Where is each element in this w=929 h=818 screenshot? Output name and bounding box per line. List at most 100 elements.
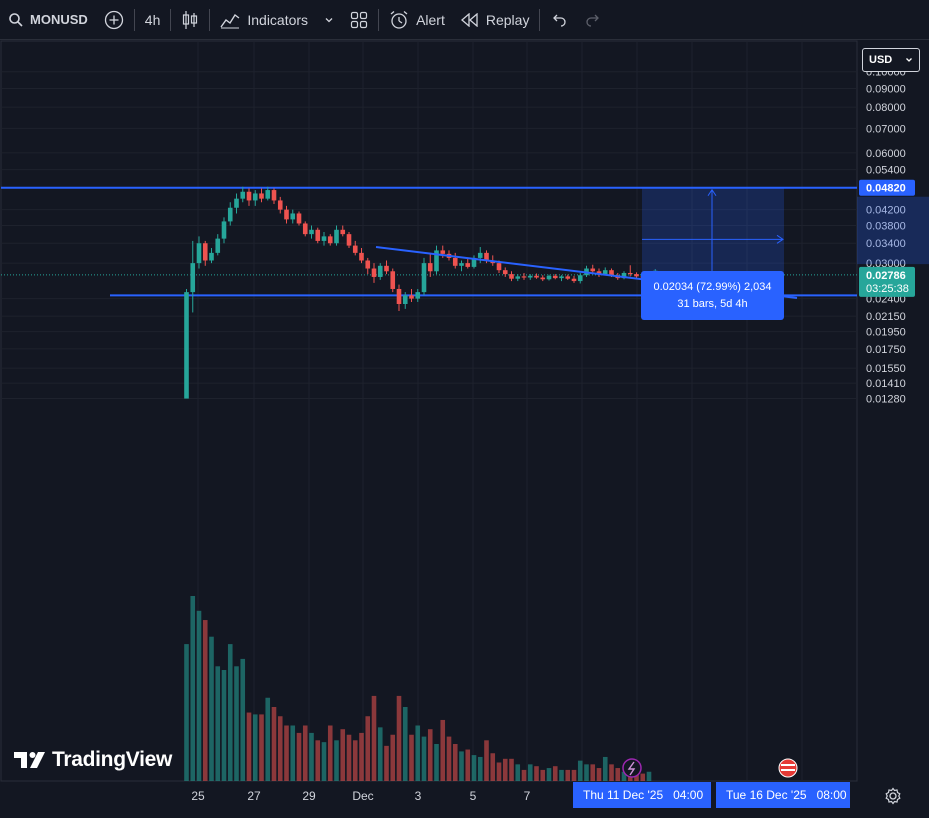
volume-bar xyxy=(327,725,333,781)
compare-symbol-button[interactable] xyxy=(96,0,132,40)
volume-bar xyxy=(452,744,458,781)
volume-bar xyxy=(302,725,308,781)
alert-button[interactable]: Alert xyxy=(381,0,453,40)
gear-icon[interactable] xyxy=(884,787,902,805)
volume-bar xyxy=(609,764,614,781)
volume-bar xyxy=(552,766,558,781)
candle-body xyxy=(515,276,521,279)
interval-button[interactable]: 4h xyxy=(137,0,169,40)
arrow-right-icon xyxy=(776,234,784,244)
volume-bar xyxy=(515,764,521,781)
volume-bar xyxy=(440,719,446,781)
volume-bar xyxy=(584,764,589,781)
candle-body xyxy=(484,252,489,261)
volume-bar xyxy=(184,644,189,781)
volume-bar xyxy=(359,732,364,781)
volume-bar xyxy=(471,755,477,781)
candle-body xyxy=(209,252,214,261)
candle-body xyxy=(334,229,339,244)
indicators-dropdown-button[interactable] xyxy=(316,0,342,40)
chart-type-button[interactable] xyxy=(173,0,207,40)
candle-body xyxy=(577,275,583,282)
candle-body xyxy=(459,263,464,266)
candle-body xyxy=(221,221,227,239)
candle-body xyxy=(184,292,189,399)
symbol-search-button[interactable]: MONUSD xyxy=(0,0,96,40)
candle-body xyxy=(240,191,246,199)
indicators-button[interactable]: Indicators xyxy=(212,0,316,40)
toolbar-divider xyxy=(378,8,380,31)
volume-bar xyxy=(577,760,583,781)
candle-body xyxy=(421,263,427,293)
volume-bar xyxy=(540,769,546,781)
volume-bar xyxy=(459,751,464,781)
candle-body xyxy=(521,276,527,278)
toolbar-divider xyxy=(539,8,541,31)
volume-bar xyxy=(277,716,283,781)
volume-bar xyxy=(590,764,596,781)
volume-bar xyxy=(296,732,302,781)
volume-bar xyxy=(465,749,471,781)
redo-button[interactable] xyxy=(576,0,610,40)
undo-icon xyxy=(553,14,567,27)
candle-body xyxy=(527,275,533,278)
interval-label: 4h xyxy=(144,11,161,28)
measure-tooltip: 0.02034 (72.99%) 2,034 31 bars, 5d 4h xyxy=(641,271,784,320)
price-chart[interactable]: 0.100000.090000.080000.070000.060000.054… xyxy=(0,40,929,818)
replay-label: Replay xyxy=(485,11,530,28)
time-tick-label: 3 xyxy=(415,789,422,803)
volume-bar xyxy=(534,766,539,781)
undo-button[interactable] xyxy=(542,0,576,40)
price-tick-label: 0.01410 xyxy=(866,378,906,390)
volume-bar xyxy=(196,610,202,781)
volume-bar xyxy=(340,729,346,781)
candle-body xyxy=(315,229,321,241)
candle-body xyxy=(590,268,596,272)
tradingview-logo-icon xyxy=(14,752,45,768)
candle-body xyxy=(346,234,352,246)
currency-selector[interactable]: USD xyxy=(862,48,920,72)
candle-body xyxy=(202,243,208,261)
volume-bar xyxy=(284,725,289,781)
indicators-icon xyxy=(220,13,240,28)
layouts-button[interactable] xyxy=(342,0,376,40)
volume-bar xyxy=(209,636,214,781)
candle-body xyxy=(496,263,502,271)
volume-bar xyxy=(409,734,414,781)
price-tick-label: 0.06000 xyxy=(866,148,906,160)
candle-body xyxy=(434,250,439,272)
volume-bar xyxy=(227,644,233,781)
replay-button[interactable]: Replay xyxy=(453,0,538,40)
volume-bar xyxy=(390,734,396,781)
volume-bar xyxy=(352,740,358,781)
volume-bar xyxy=(246,712,252,781)
candle-body xyxy=(227,207,233,222)
candle-body xyxy=(384,265,389,272)
last-price-badge xyxy=(859,266,915,297)
volume-bar xyxy=(365,716,371,781)
level-price-text: 0.04820 xyxy=(866,183,906,195)
candle-body xyxy=(365,260,371,269)
time-axis[interactable]: 25 27 29 Dec 3 5 7 xyxy=(191,789,530,803)
time-tick-label: 29 xyxy=(302,789,316,803)
volume-bar xyxy=(234,666,239,781)
volume-bar xyxy=(252,714,258,781)
candle-body xyxy=(465,263,471,267)
candle-body xyxy=(621,272,627,279)
alarm-clock-icon xyxy=(390,10,408,29)
volume-bar xyxy=(596,768,602,781)
candle-body xyxy=(596,271,602,275)
candle-body xyxy=(234,198,239,208)
us-flag-icon xyxy=(778,758,798,778)
measure-axis-highlight xyxy=(857,196,929,265)
volume-bar xyxy=(371,695,377,781)
candle-body xyxy=(371,268,377,277)
candles xyxy=(184,186,658,399)
volume-bar xyxy=(427,729,433,781)
grid-layout-icon xyxy=(350,11,368,28)
candle-body xyxy=(415,292,421,299)
candle-body xyxy=(309,229,314,235)
candle-body xyxy=(540,277,546,280)
time-tick-label: 7 xyxy=(524,789,531,803)
price-axis[interactable]: 0.100000.090000.080000.070000.060000.054… xyxy=(866,67,906,406)
